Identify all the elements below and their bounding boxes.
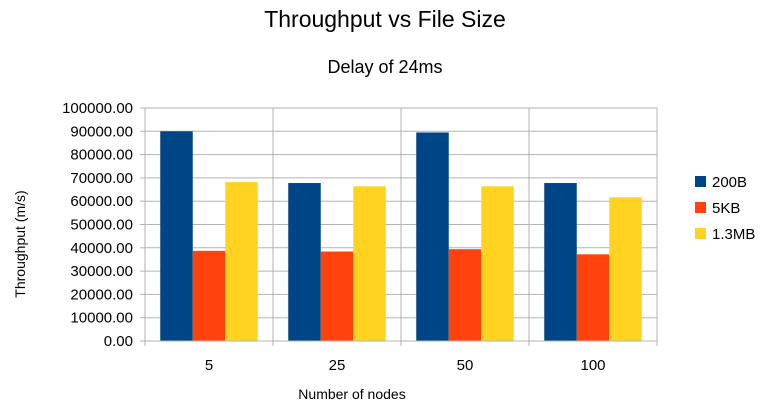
legend-label: 5KB [712,200,740,217]
y-tick-label: 20000.00 [70,286,133,303]
legend-label: 200B [712,174,747,191]
y-tick-label: 70000.00 [70,170,133,187]
bar-5kb-100 [576,254,610,341]
legend-swatch [695,202,706,213]
y-axis-title: Throughput (m/s) [12,190,28,297]
bars [160,131,642,341]
x-tick-label: 25 [329,357,346,374]
bar-1-3mb-5 [225,182,258,341]
x-tick-label: 100 [580,357,605,374]
y-tick-label: 30000.00 [70,263,133,280]
x-tick-label: 50 [457,357,474,374]
bar-1-3mb-25 [353,186,386,341]
x-axis-title: Number of nodes [298,386,405,402]
tick-labels: 0.00 10000.00 20000.00 30000.00 40000.00 5000… [62,100,605,374]
bar-1-3mb-50 [481,186,514,341]
bar-200b-100 [544,183,577,341]
legend-swatch [695,228,706,239]
y-tick-label: 60000.00 [70,193,133,210]
x-tick-label: 5 [205,357,213,374]
bar-1-3mb-100 [609,197,642,341]
bar-5kb-5 [192,250,226,341]
bar-5kb-50 [448,249,482,341]
y-tick-label: 40000.00 [70,240,133,257]
y-tick-label: 80000.00 [70,147,133,164]
y-tick-label: 100000.00 [62,100,133,117]
y-tick-label: 50000.00 [70,217,133,234]
chart-title: Throughput vs File Size [264,6,506,32]
y-tick-label: 0.00 [104,333,133,350]
legend: 200B 5KB 1.3MB [695,174,755,243]
bar-200b-50 [416,132,449,341]
legend-label: 1.3MB [712,226,755,243]
bar-5kb-25 [320,251,354,341]
bar-200b-25 [288,183,321,341]
chart-subtitle: Delay of 24ms [327,57,443,77]
axes [140,107,658,346]
plot-area-border [144,107,658,342]
y-tick-label: 10000.00 [70,310,133,327]
legend-swatch [695,176,706,187]
bar-200b-5 [160,131,193,341]
y-tick-label: 90000.00 [70,123,133,140]
